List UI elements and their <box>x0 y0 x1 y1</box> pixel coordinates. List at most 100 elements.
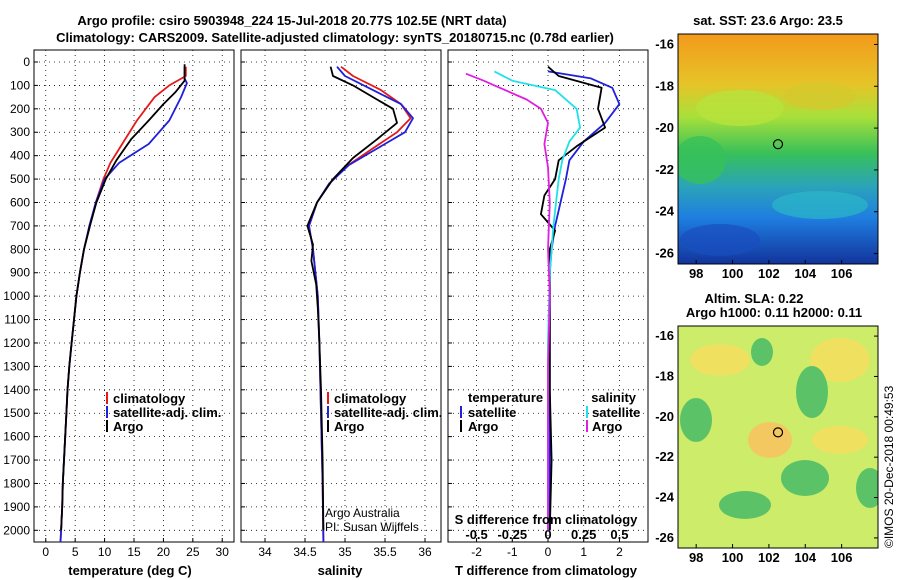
x-tick-label: 0 <box>42 545 49 559</box>
depth-tick-label: 200 <box>10 102 30 116</box>
salinity-lines <box>306 65 414 542</box>
depth-tick-label: 400 <box>10 149 30 163</box>
depth-tick-label: 1600 <box>3 430 30 444</box>
map-y-tick-label: -22 <box>655 449 674 464</box>
series-line-black <box>306 66 398 531</box>
x-tick-label: 36 <box>418 545 432 559</box>
map-y-tick-label: -22 <box>655 162 674 177</box>
legend-label-argo: Argo <box>334 419 364 434</box>
map-y-tick-label: -16 <box>655 328 674 343</box>
sla-argo-position-marker <box>772 427 784 438</box>
series-line-black <box>60 64 186 531</box>
sst-warm-patch <box>696 90 784 126</box>
depth-tick-label: 1000 <box>3 289 30 303</box>
sla-map-frame <box>677 325 879 549</box>
depth-tick-label: 900 <box>10 266 30 280</box>
temperature-xlabel: temperature (deg C) <box>68 563 192 578</box>
depth-tick-label: 600 <box>10 195 30 209</box>
depth-axis: 0 100 200 300 400 500 600 700 800 900 1000 1100 1200… <box>3 55 452 537</box>
s-difference-tick-label: 0.5 <box>610 527 628 542</box>
legend-swatch-t-satellite <box>460 406 462 418</box>
depth-tick-label: 1400 <box>3 383 30 397</box>
title-line-2: Climatology: CARS2009. Satellite-adjuste… <box>56 30 614 45</box>
legend-swatch-argo <box>327 420 329 432</box>
s-difference-tick-label: 0 <box>544 527 551 542</box>
sst-map-frame <box>677 33 879 265</box>
sla-low-patch <box>719 491 771 519</box>
legend-label-s-satellite: satellite <box>592 405 640 420</box>
legend-title-salinity: salinity <box>591 390 637 405</box>
x-tick-label: 15 <box>127 545 141 559</box>
series-line-magenta <box>465 72 551 531</box>
depth-tick-label: 300 <box>10 125 30 139</box>
x-tick-label: 2 <box>616 545 623 559</box>
temperature-lines <box>59 64 188 542</box>
map-x-tick-label: 102 <box>758 266 780 281</box>
sst-map-title: sat. SST: 23.6 Argo: 23.5 <box>693 13 843 28</box>
sst-argo-position-marker <box>772 139 784 150</box>
sla-low-patch <box>856 468 878 508</box>
depth-tick-label: 1900 <box>3 500 30 514</box>
sla-low-patch <box>751 338 773 366</box>
series-line-cyan <box>493 70 581 531</box>
annotation-pi: PI: Susan Wijffels <box>325 520 419 534</box>
legend-swatch-argo <box>106 420 108 432</box>
x-tick-label: 34 <box>258 545 272 559</box>
x-tick-label: -1 <box>507 545 518 559</box>
difference-legend-right: salinity satellite Argo <box>586 390 640 434</box>
map-x-tick-label: 106 <box>831 266 853 281</box>
temperature-legend: climatology satellite-adj. clim. Argo <box>106 391 221 434</box>
depth-tick-label: 2000 <box>3 523 30 537</box>
difference-xlabel: T difference from climatology <box>455 563 638 578</box>
salinity-xlabel: salinity <box>318 563 364 578</box>
map-y-tick-label: -16 <box>655 36 674 51</box>
depth-tick-label: 1800 <box>3 476 30 490</box>
depth-tick-label: 1700 <box>3 453 30 467</box>
s-difference-tick-label: -0.25 <box>497 527 527 542</box>
depth-tick-label: 500 <box>10 172 30 186</box>
s-difference-tick-label: 0.25 <box>571 527 596 542</box>
x-tick-label: 35.5 <box>373 545 397 559</box>
sst-cold-patch <box>680 224 760 256</box>
series-line-red <box>59 66 187 542</box>
s-difference-tick-label: -0.5 <box>465 527 487 542</box>
legend-label-climatology: climatology <box>113 391 186 406</box>
x-tick-label: 20 <box>157 545 171 559</box>
sla-map-subtitle: Argo h1000: 0.11 h2000: 0.11 <box>686 305 862 320</box>
sla-low-patch <box>680 398 712 442</box>
map-x-tick-label: 100 <box>722 266 744 281</box>
legend-label-t-argo: Argo <box>468 419 498 434</box>
sla-high-patch <box>690 344 750 376</box>
map-y-tick-label: -24 <box>655 490 675 505</box>
map-y-tick-label: -18 <box>655 368 674 383</box>
sst-map-axes: 98 100 102 104 106 -16 -18 -20 -22 -24 -26 <box>655 36 878 281</box>
map-y-tick-label: -20 <box>655 120 674 135</box>
map-y-tick-label: -26 <box>655 530 674 545</box>
legend-swatch-s-argo <box>586 420 588 432</box>
sst-warm-patch <box>784 82 856 110</box>
legend-label-climatology: climatology <box>334 391 407 406</box>
sla-high-patch <box>810 338 870 382</box>
map-x-tick-label: 102 <box>758 550 780 565</box>
s-difference-top-label: S difference from climatology <box>455 512 639 527</box>
depth-tick-label: 1200 <box>3 336 30 350</box>
x-axes: 0 5 10 15 20 25 30 34 34.5 35 35.5 36 -2 -1 0 1 2 -0.5 -0.… <box>42 527 628 559</box>
map-x-tick-label: 98 <box>689 266 703 281</box>
difference-lines <box>465 66 621 531</box>
x-tick-label: -2 <box>471 545 482 559</box>
map-x-tick-label: 104 <box>794 550 816 565</box>
sla-high-patch <box>748 422 792 458</box>
legend-swatch-s-satellite <box>586 406 588 418</box>
legend-swatch-climatology <box>327 392 329 404</box>
legend-label-argo: Argo <box>113 419 143 434</box>
sla-low-patch <box>781 460 829 496</box>
depth-tick-label: 1300 <box>3 359 30 373</box>
legend-title-temperature: temperature <box>468 390 543 405</box>
sla-map-axes: 98 100 102 104 106 -16 -18 -20 -22 -24 -26 <box>655 328 878 565</box>
map-x-tick-label: 106 <box>831 550 853 565</box>
sst-map <box>678 34 878 264</box>
map-y-tick-label: -24 <box>655 204 675 219</box>
legend-label-satellite: satellite-adj. clim. <box>334 405 442 420</box>
map-y-tick-label: -26 <box>655 246 674 261</box>
series-line-blue <box>308 66 414 542</box>
